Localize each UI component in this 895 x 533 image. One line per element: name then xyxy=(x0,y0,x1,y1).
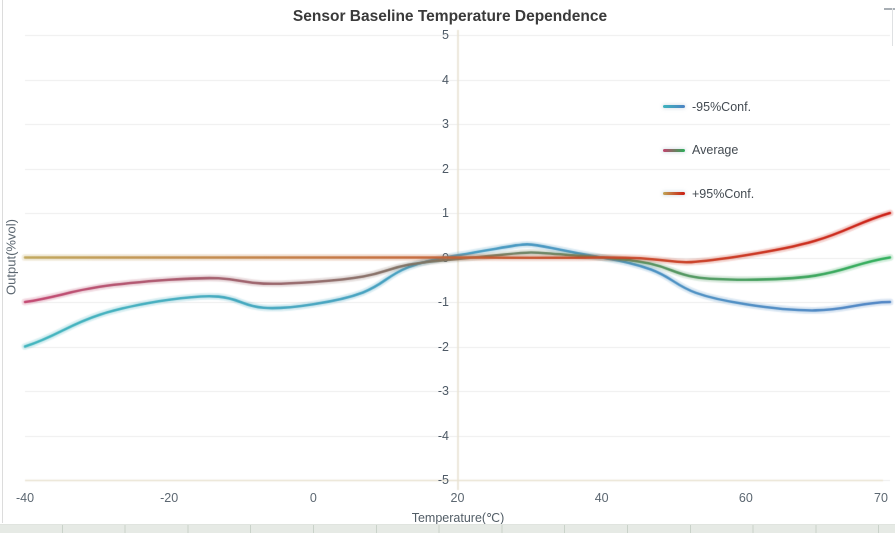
legend-line-icon xyxy=(663,148,685,152)
legend-item-conf-high[interactable]: +95%Conf. xyxy=(663,185,754,202)
legend: -95%Conf. Average +95%Conf. xyxy=(663,98,754,229)
window-left-border xyxy=(2,0,3,523)
legend-label: +95%Conf. xyxy=(692,186,755,201)
legend-item-conf-low[interactable]: -95%Conf. xyxy=(663,98,754,115)
legend-line-icon xyxy=(663,105,685,108)
spreadsheet-row-strip[interactable] xyxy=(0,524,895,533)
window-corner-mark xyxy=(884,8,895,10)
window-corner-mark-vertical xyxy=(892,8,893,46)
legend-line-icon xyxy=(663,192,685,195)
legend-label: -95%Conf. xyxy=(692,99,752,114)
legend-label: Average xyxy=(692,143,739,157)
legend-item-average[interactable]: Average xyxy=(663,142,754,159)
